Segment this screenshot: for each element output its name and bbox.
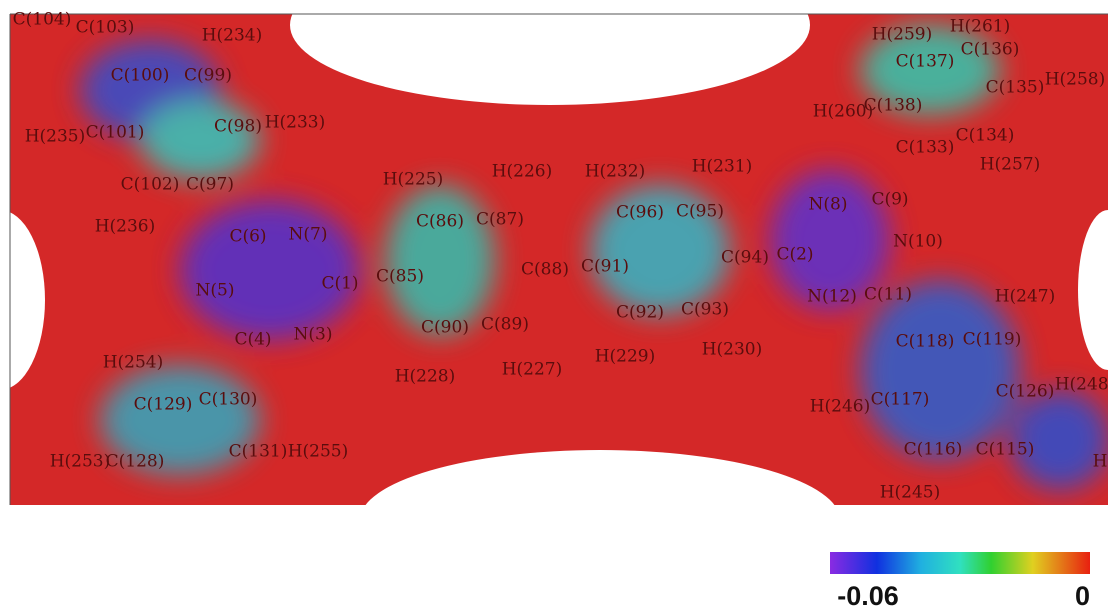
atom-label: C(134) xyxy=(956,126,1015,146)
potential-surface xyxy=(0,0,1108,590)
atom-label: C(103) xyxy=(76,18,135,38)
atom-label: C(2) xyxy=(776,245,813,265)
atom-label: C(93) xyxy=(681,300,729,320)
atom-label: C(87) xyxy=(476,210,524,230)
atom-label: C(4) xyxy=(234,330,271,350)
atom-label: N(3) xyxy=(294,325,333,345)
atom-label: H(261) xyxy=(950,17,1011,37)
atom-label: C(128) xyxy=(106,452,165,472)
atom-label: H(247) xyxy=(995,287,1056,307)
atom-label: H(228) xyxy=(395,367,456,387)
atom-label: H(248) xyxy=(1055,375,1108,395)
atom-label: H(232) xyxy=(585,162,646,182)
atom-label: C(116) xyxy=(904,440,963,460)
atom-label: C(92) xyxy=(616,303,664,323)
atom-label: H(236) xyxy=(95,217,156,237)
atom-label: H(253) xyxy=(50,452,111,472)
atom-label: C(104) xyxy=(13,10,72,30)
atom-label: C(100) xyxy=(111,66,170,86)
atom-label: N(10) xyxy=(893,232,943,252)
atom-label: C(96) xyxy=(616,203,664,223)
colorbar xyxy=(830,552,1090,574)
atom-label: H(229) xyxy=(595,347,656,367)
atom-label: C(99) xyxy=(184,66,232,86)
atom-label: C(136) xyxy=(961,40,1020,60)
atom-label: C(115) xyxy=(976,440,1035,460)
atom-label: C(89) xyxy=(481,315,529,335)
atom-label: C(1) xyxy=(321,274,358,294)
atom-label: C(138) xyxy=(864,96,923,116)
atom-label: N(8) xyxy=(809,195,848,215)
atom-label: C(135) xyxy=(986,78,1045,98)
atom-label: C(95) xyxy=(676,202,724,222)
atom-label: C(98) xyxy=(214,117,262,137)
atom-label: C(130) xyxy=(199,390,258,410)
atom-label: C(131) xyxy=(229,442,288,462)
atom-label: H(226) xyxy=(492,162,553,182)
atom-label: C(129) xyxy=(134,395,193,415)
atom-label: H(234) xyxy=(202,26,263,46)
atom-label: C(90) xyxy=(421,318,469,338)
atom-label: H(227) xyxy=(502,360,563,380)
atom-label: C(119) xyxy=(963,330,1022,350)
atom-label: H(257) xyxy=(980,155,1041,175)
atom-label: C(126) xyxy=(996,382,1055,402)
atom-label: C(6) xyxy=(229,227,266,247)
atom-label: H(255) xyxy=(288,442,349,462)
atom-label: N(5) xyxy=(196,281,235,301)
atom-label: C(94) xyxy=(721,248,769,268)
atom-label: N(12) xyxy=(807,287,857,307)
atom-label: C(101) xyxy=(86,123,145,143)
surface-view: C(104)C(103) H(234) C(100) C(99) H(235)C(101… xyxy=(0,0,1108,612)
colorbar-max: 0 xyxy=(1075,581,1090,611)
atom-label: C(88) xyxy=(521,260,569,280)
atom-label: H xyxy=(1093,452,1108,472)
atom-label: C(118) xyxy=(896,332,955,352)
atom-label: C(137) xyxy=(896,52,955,72)
atom-label: N(7) xyxy=(289,225,328,245)
atom-label: H(225) xyxy=(383,170,444,190)
atom-label: H(233) xyxy=(265,113,326,133)
atom-label: C(133) xyxy=(896,138,955,158)
atom-label: H(230) xyxy=(702,340,763,360)
atom-label: H(235) xyxy=(25,127,86,147)
atom-label: C(9) xyxy=(871,190,908,210)
atom-label: H(231) xyxy=(692,157,753,177)
atom-label: C(85) xyxy=(376,267,424,287)
atom-label: H(258) xyxy=(1045,70,1106,90)
atom-label: C(117) xyxy=(871,390,930,410)
atom-label: C(97) xyxy=(186,175,234,195)
atom-label: C(102) xyxy=(121,175,180,195)
atom-label: C(91) xyxy=(581,257,629,277)
atom-label: H(246) xyxy=(810,397,871,417)
atom-label: C(11) xyxy=(864,285,912,305)
atom-label: H(254) xyxy=(103,353,164,373)
atom-label: C(86) xyxy=(416,212,464,232)
colorbar-min: -0.06 xyxy=(837,581,899,611)
atom-label: H(259) xyxy=(872,25,933,45)
atom-label: H(245) xyxy=(880,483,941,503)
